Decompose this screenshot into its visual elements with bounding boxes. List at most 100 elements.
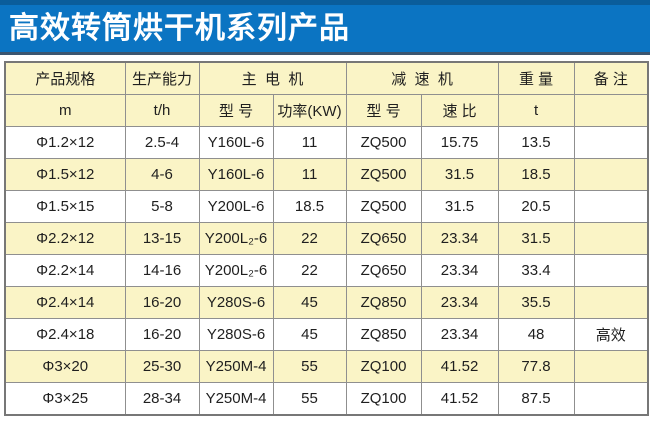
cell-reducer-ratio: 31.5 xyxy=(420,190,499,223)
cell-reducer-model: ZQ850 xyxy=(345,286,422,319)
cell-motor-power: 18.5 xyxy=(272,190,347,223)
cell-product-spec: Φ2.2×14 xyxy=(4,254,126,287)
cell-remark xyxy=(573,254,649,287)
col-subheader-motor-power: 功率(KW) xyxy=(272,94,347,127)
cell-reducer-ratio: 23.34 xyxy=(420,254,499,287)
cell-reducer-model: ZQ100 xyxy=(345,382,422,416)
cell-reducer-ratio: 41.52 xyxy=(420,382,499,416)
cell-product-spec: Φ2.4×18 xyxy=(4,318,126,351)
cell-motor-power: 22 xyxy=(272,222,347,255)
cell-product-spec: Φ1.2×12 xyxy=(4,126,126,159)
cell-product-spec: Φ1.5×12 xyxy=(4,158,126,191)
cell-capacity: 14-16 xyxy=(124,254,200,287)
cell-motor-power: 11 xyxy=(272,158,347,191)
cell-capacity: 25-30 xyxy=(124,350,200,383)
cell-reducer-model: ZQ500 xyxy=(345,158,422,191)
cell-capacity: 2.5-4 xyxy=(124,126,200,159)
cell-reducer-ratio: 15.75 xyxy=(420,126,499,159)
cell-reducer-model: ZQ850 xyxy=(345,318,422,351)
cell-motor-model: Y160L-6 xyxy=(198,126,274,159)
spec-table-container: 产品规格 生产能力 主 电 机 减 速 机 重 量 备 注 m t/h 型 号 … xyxy=(4,61,650,416)
cell-reducer-ratio: 23.34 xyxy=(420,286,499,319)
cell-reducer-ratio: 41.52 xyxy=(420,350,499,383)
cell-weight: 87.5 xyxy=(497,382,575,416)
col-header-reducer: 减 速 机 xyxy=(345,61,499,95)
table-row: Φ3×20 25-30 Y250M-4 55 ZQ100 41.52 77.8 xyxy=(4,350,649,383)
cell-weight: 35.5 xyxy=(497,286,575,319)
table-row: Φ3×25 28-34 Y250M-4 55 ZQ100 41.52 87.5 xyxy=(4,382,649,416)
cell-motor-model: Y250M-4 xyxy=(198,350,274,383)
cell-motor-power: 11 xyxy=(272,126,347,159)
cell-weight: 20.5 xyxy=(497,190,575,223)
header-row-groups: 产品规格 生产能力 主 电 机 减 速 机 重 量 备 注 xyxy=(4,61,649,95)
table-row: Φ1.2×12 2.5-4 Y160L-6 11 ZQ500 15.75 13.5 xyxy=(4,126,649,159)
header-row-units: m t/h 型 号 功率(KW) 型 号 速 比 t xyxy=(4,94,649,127)
cell-capacity: 13-15 xyxy=(124,222,200,255)
cell-product-spec: Φ1.5×15 xyxy=(4,190,126,223)
col-subheader-motor-model: 型 号 xyxy=(198,94,274,127)
cell-weight: 31.5 xyxy=(497,222,575,255)
cell-motor-power: 45 xyxy=(272,318,347,351)
cell-remark: 高效 xyxy=(573,318,649,351)
cell-weight: 33.4 xyxy=(497,254,575,287)
cell-reducer-model: ZQ500 xyxy=(345,126,422,159)
cell-weight: 13.5 xyxy=(497,126,575,159)
col-subheader-spec-unit: m xyxy=(4,94,126,127)
table-row: Φ2.4×18 16-20 Y280S-6 45 ZQ850 23.34 48 高效 xyxy=(4,318,649,351)
table-row: Φ1.5×15 5-8 Y200L-6 18.5 ZQ500 31.5 20.5 xyxy=(4,190,649,223)
cell-motor-model: Y200L-6 xyxy=(198,190,274,223)
cell-weight: 77.8 xyxy=(497,350,575,383)
cell-motor-power: 45 xyxy=(272,286,347,319)
col-subheader-remark-empty xyxy=(573,94,649,127)
cell-motor-model: Y200L₂-6 xyxy=(198,254,274,287)
page-banner: 高效转筒烘干机系列产品 xyxy=(0,0,650,55)
table-row: Φ2.2×14 14-16 Y200L₂-6 22 ZQ650 23.34 33.4 xyxy=(4,254,649,287)
cell-remark xyxy=(573,286,649,319)
col-header-main-motor: 主 电 机 xyxy=(198,61,347,95)
cell-capacity: 5-8 xyxy=(124,190,200,223)
col-header-capacity: 生产能力 xyxy=(124,61,200,95)
cell-remark xyxy=(573,382,649,416)
cell-reducer-model: ZQ500 xyxy=(345,190,422,223)
cell-motor-model: Y200L₂-6 xyxy=(198,222,274,255)
cell-remark xyxy=(573,222,649,255)
cell-remark xyxy=(573,190,649,223)
table-row: Φ1.5×12 4-6 Y160L-6 11 ZQ500 31.5 18.5 xyxy=(4,158,649,191)
cell-reducer-ratio: 23.34 xyxy=(420,222,499,255)
cell-capacity: 28-34 xyxy=(124,382,200,416)
cell-weight: 18.5 xyxy=(497,158,575,191)
col-subheader-weight-unit: t xyxy=(497,94,575,127)
cell-product-spec: Φ3×20 xyxy=(4,350,126,383)
cell-capacity: 16-20 xyxy=(124,318,200,351)
cell-reducer-model: ZQ650 xyxy=(345,222,422,255)
cell-motor-power: 55 xyxy=(272,350,347,383)
spec-table-head: 产品规格 生产能力 主 电 机 减 速 机 重 量 备 注 m t/h 型 号 … xyxy=(4,61,649,127)
col-subheader-capacity-unit: t/h xyxy=(124,94,200,127)
col-subheader-reducer-model: 型 号 xyxy=(345,94,422,127)
cell-capacity: 16-20 xyxy=(124,286,200,319)
cell-product-spec: Φ2.4×14 xyxy=(4,286,126,319)
cell-motor-model: Y250M-4 xyxy=(198,382,274,416)
cell-reducer-ratio: 23.34 xyxy=(420,318,499,351)
col-header-weight: 重 量 xyxy=(497,61,575,95)
cell-weight: 48 xyxy=(497,318,575,351)
col-header-remark: 备 注 xyxy=(573,61,649,95)
spec-table-body: Φ1.2×12 2.5-4 Y160L-6 11 ZQ500 15.75 13.5 Φ1.5×… xyxy=(4,126,649,416)
cell-motor-model: Y280S-6 xyxy=(198,318,274,351)
col-header-product-spec: 产品规格 xyxy=(4,61,126,95)
table-row: Φ2.2×12 13-15 Y200L₂-6 22 ZQ650 23.34 31.5 xyxy=(4,222,649,255)
cell-reducer-model: ZQ650 xyxy=(345,254,422,287)
cell-reducer-model: ZQ100 xyxy=(345,350,422,383)
cell-motor-power: 22 xyxy=(272,254,347,287)
cell-capacity: 4-6 xyxy=(124,158,200,191)
spec-table: 产品规格 生产能力 主 电 机 减 速 机 重 量 备 注 m t/h 型 号 … xyxy=(4,61,650,416)
cell-motor-model: Y160L-6 xyxy=(198,158,274,191)
col-subheader-reducer-ratio: 速 比 xyxy=(420,94,499,127)
page-title: 高效转筒烘干机系列产品 xyxy=(9,11,350,45)
cell-remark xyxy=(573,126,649,159)
cell-remark xyxy=(573,158,649,191)
cell-remark xyxy=(573,350,649,383)
cell-reducer-ratio: 31.5 xyxy=(420,158,499,191)
table-row: Φ2.4×14 16-20 Y280S-6 45 ZQ850 23.34 35.5 xyxy=(4,286,649,319)
